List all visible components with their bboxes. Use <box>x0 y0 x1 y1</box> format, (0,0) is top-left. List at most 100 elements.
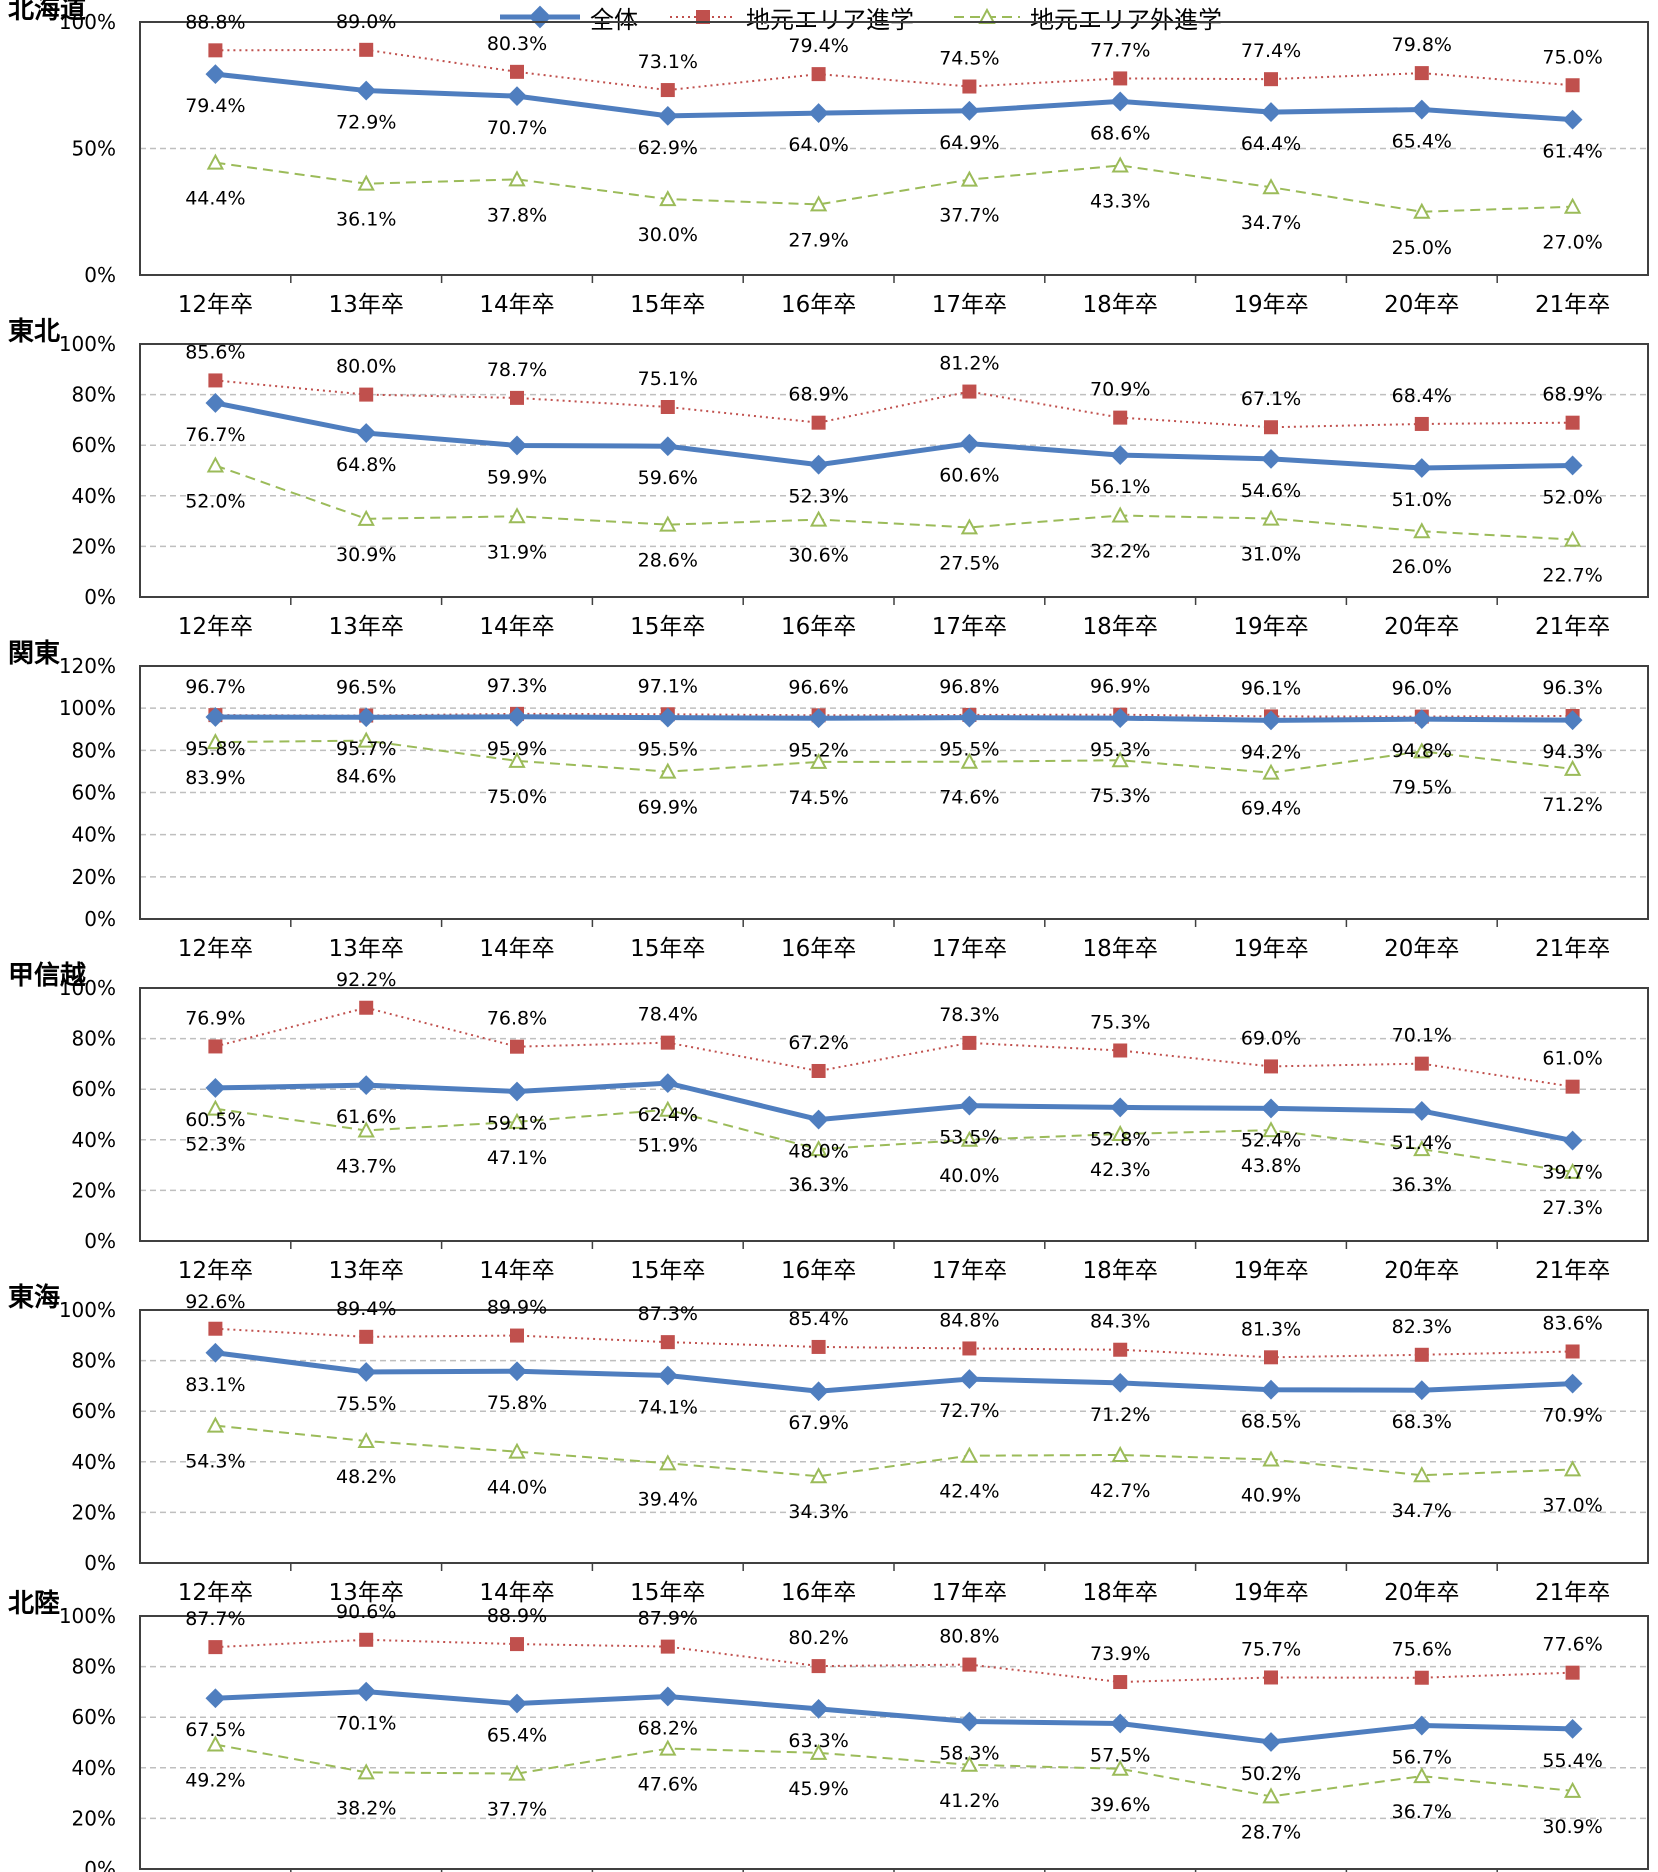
y-tick-label: 60% <box>72 1705 116 1729</box>
data-label-outside: 40.0% <box>939 1165 999 1187</box>
series-line-local <box>215 1638 1573 1684</box>
data-point-overall <box>205 64 226 85</box>
data-label-overall: 60.6% <box>939 465 999 487</box>
y-tick-label: 60% <box>72 1399 116 1423</box>
y-tick-label: 20% <box>72 1500 116 1524</box>
data-label-local: 67.1% <box>1241 388 1301 410</box>
data-label-outside: 75.3% <box>1090 785 1150 807</box>
y-tick-label: 80% <box>72 738 116 762</box>
series-line-overall <box>214 400 1573 471</box>
x-tick-label: 13年卒 <box>329 1258 404 1284</box>
data-point-local <box>208 373 223 388</box>
chart-title: 北陸 <box>8 1589 60 1619</box>
data-label-overall: 68.3% <box>1392 1411 1452 1433</box>
data-point-outside <box>508 1112 526 1129</box>
data-label-overall: 51.0% <box>1392 489 1452 511</box>
y-tick-label: 120% <box>59 654 116 678</box>
data-point-outside <box>1111 751 1129 768</box>
data-point-overall <box>1411 1715 1432 1736</box>
data-label-outside: 40.9% <box>1241 1485 1301 1507</box>
data-point-overall <box>1261 1379 1281 1400</box>
data-point-local <box>1565 1344 1580 1359</box>
data-label-overall: 48.0% <box>788 1141 848 1163</box>
data-label-overall: 64.0% <box>788 134 848 156</box>
data-point-outside <box>659 189 677 207</box>
data-point-overall <box>657 1073 678 1094</box>
data-point-overall <box>356 1075 377 1096</box>
x-tick-label: 16年卒 <box>781 292 856 318</box>
data-label-local: 84.8% <box>939 1309 999 1331</box>
data-label-overall: 58.3% <box>939 1743 999 1765</box>
data-point-local <box>962 1657 977 1672</box>
data-label-local: 88.9% <box>487 1605 547 1627</box>
y-tick-label: 40% <box>72 1756 116 1780</box>
data-label-outside: 34.3% <box>788 1501 848 1523</box>
data-label-local: 67.2% <box>788 1032 848 1054</box>
data-label-outside: 79.5% <box>1392 776 1452 798</box>
data-label-local: 96.6% <box>788 676 848 698</box>
series-line-local <box>215 1327 1573 1359</box>
data-label-overall: 75.8% <box>487 1392 547 1414</box>
data-point-overall <box>1261 710 1281 731</box>
data-point-overall <box>808 1698 829 1719</box>
data-point-overall <box>808 708 829 729</box>
data-label-outside: 30.6% <box>788 545 848 567</box>
data-label-local: 80.8% <box>939 1626 999 1648</box>
data-label-local: 90.6% <box>336 1601 396 1623</box>
y-tick-label: 80% <box>72 383 116 407</box>
data-label-overall: 95.9% <box>487 738 547 760</box>
data-label-outside: 41.2% <box>939 1790 999 1812</box>
x-tick-label: 15年卒 <box>630 614 705 640</box>
data-point-outside <box>508 170 526 187</box>
y-tick-label: 100% <box>59 696 116 720</box>
y-tick-label: 20% <box>72 1178 116 1202</box>
data-label-overall: 94.3% <box>1542 741 1602 763</box>
data-label-local: 61.0% <box>1542 1048 1602 1070</box>
data-point-outside <box>809 510 828 527</box>
data-label-overall: 70.7% <box>487 117 547 139</box>
data-label-local: 80.3% <box>487 33 547 55</box>
data-label-overall: 59.6% <box>638 467 698 489</box>
x-tick-label: 19年卒 <box>1233 1580 1308 1606</box>
data-label-local: 73.1% <box>638 51 698 73</box>
data-point-outside <box>357 731 375 748</box>
data-point-overall <box>205 1078 226 1098</box>
data-label-overall: 65.4% <box>487 1725 547 1747</box>
data-label-outside: 69.9% <box>638 797 698 819</box>
data-label-outside: 31.0% <box>1241 544 1301 566</box>
data-label-outside: 42.3% <box>1090 1159 1150 1181</box>
x-tick-label: 16年卒 <box>781 1580 856 1606</box>
data-point-local <box>359 1329 374 1344</box>
data-label-outside: 52.3% <box>185 1134 245 1156</box>
data-label-outside: 42.7% <box>1090 1480 1150 1502</box>
series-line-outside <box>215 1743 1573 1798</box>
x-tick-label: 17年卒 <box>932 1258 1007 1284</box>
data-label-outside: 30.9% <box>336 544 396 566</box>
data-point-overall <box>1562 1718 1583 1739</box>
data-label-overall: 51.4% <box>1392 1132 1452 1154</box>
data-point-outside <box>1111 1759 1129 1776</box>
y-tick-label: 0% <box>84 1551 116 1575</box>
data-label-local: 78.4% <box>638 1004 698 1026</box>
data-label-outside: 37.7% <box>939 205 999 227</box>
data-label-local: 96.0% <box>1392 678 1452 700</box>
y-tick-label: 60% <box>72 1077 116 1101</box>
data-point-outside <box>206 1416 225 1433</box>
chart-panel: 東海 0% 20% 40% 60% 80% 100% 12年卒 13年卒 14年卒 15年卒 16年卒… <box>8 1283 1649 1606</box>
data-label-outside: 28.7% <box>1241 1821 1301 1843</box>
data-point-outside <box>809 1467 828 1484</box>
data-label-overall: 60.5% <box>185 1109 245 1131</box>
chart-panel: 東北 0% 20% 40% 60% 80% 100% 12年卒 13年卒 14年卒 15年卒 16年卒… <box>8 317 1649 640</box>
data-label-local: 74.5% <box>939 48 999 70</box>
y-tick-label: 100% <box>59 1298 116 1322</box>
data-label-local: 89.4% <box>336 1298 396 1320</box>
data-point-local <box>359 387 374 402</box>
data-label-local: 80.0% <box>336 356 396 378</box>
data-point-local <box>208 1321 223 1336</box>
data-point-local <box>1414 1056 1429 1071</box>
x-tick-label: 14年卒 <box>479 936 554 962</box>
data-label-local: 68.9% <box>1542 384 1602 406</box>
data-label-overall: 56.1% <box>1090 476 1150 498</box>
x-tick-label: 19年卒 <box>1233 292 1308 318</box>
series-line-outside <box>215 464 1573 541</box>
